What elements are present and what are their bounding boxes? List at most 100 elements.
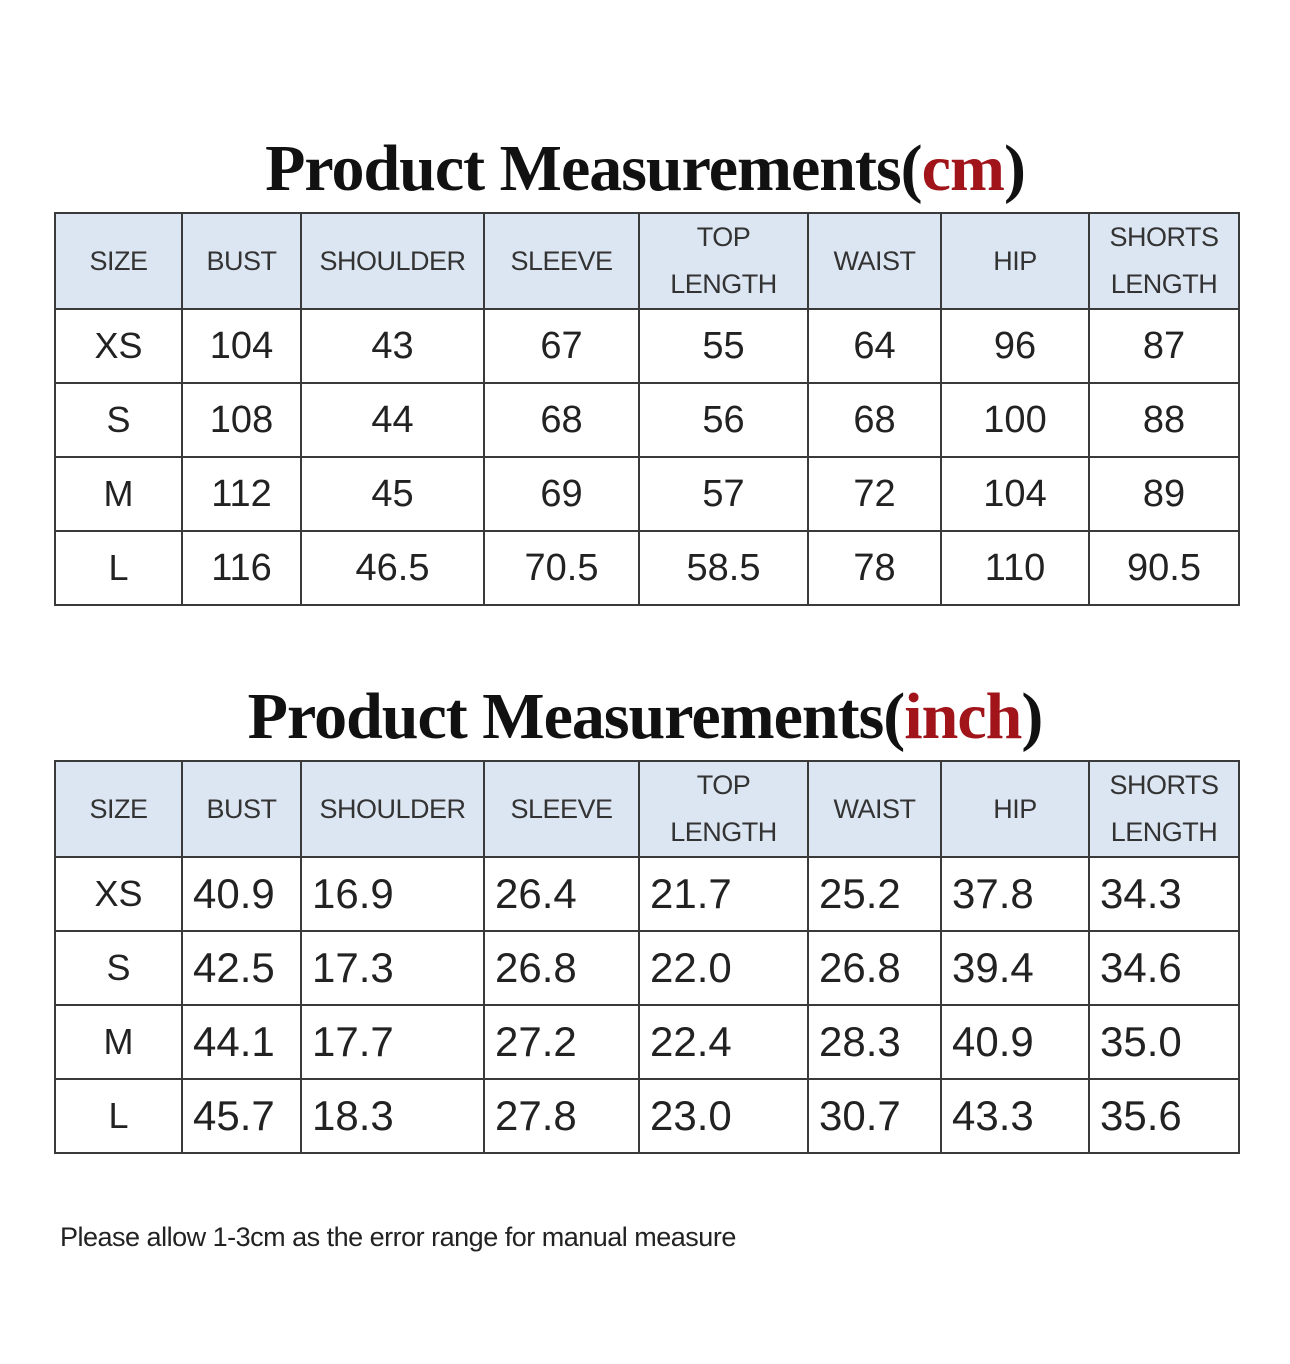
- value-cell: 17.7: [300, 1004, 485, 1080]
- header-cell: HIP: [940, 760, 1090, 858]
- header-cell: SHOULDER: [300, 212, 485, 310]
- header-cell: BUST: [181, 760, 302, 858]
- value-cell: 104: [940, 456, 1090, 532]
- value-cell: 57: [638, 456, 809, 532]
- title-unit: cm: [921, 132, 1005, 205]
- value-cell: 18.3: [300, 1078, 485, 1154]
- value-cell: 28.3: [807, 1004, 942, 1080]
- value-cell: 26.8: [807, 930, 942, 1006]
- value-cell: 68: [483, 382, 640, 458]
- value-cell: 34.6: [1088, 930, 1240, 1006]
- value-cell: 35.0: [1088, 1004, 1240, 1080]
- value-cell: 87: [1088, 308, 1240, 384]
- value-cell: 27.8: [483, 1078, 640, 1154]
- size-cell: S: [54, 382, 183, 458]
- header-cell: SIZE: [54, 212, 183, 310]
- header-cell: SHORTS LENGTH: [1088, 212, 1240, 310]
- data-row: XS 104 43 67 55 64 96 87: [54, 308, 1240, 384]
- value-cell: 37.8: [940, 856, 1090, 932]
- table-body: SIZE BUST SHOULDER SLEEVE TOP LENGTH WAIST HIP…: [54, 212, 1240, 606]
- value-cell: 30.7: [807, 1078, 942, 1154]
- value-cell: 23.0: [638, 1078, 809, 1154]
- header-cell: WAIST: [807, 760, 942, 858]
- value-cell: 108: [181, 382, 302, 458]
- value-cell: 96: [940, 308, 1090, 384]
- header-cell: BUST: [181, 212, 302, 310]
- value-cell: 44.1: [181, 1004, 302, 1080]
- value-cell: 100: [940, 382, 1090, 458]
- value-cell: 104: [181, 308, 302, 384]
- value-cell: 44: [300, 382, 485, 458]
- title-text: Product Measurements(: [247, 680, 906, 753]
- value-cell: 70.5: [483, 530, 640, 606]
- header-cell: HIP: [940, 212, 1090, 310]
- value-cell: 110: [940, 530, 1090, 606]
- header-cell: SHORTS LENGTH: [1088, 760, 1240, 858]
- value-cell: 25.2: [807, 856, 942, 932]
- header-row: SIZE BUST SHOULDER SLEEVE TOP LENGTH WAIST HIP…: [54, 212, 1240, 310]
- header-row: SIZE BUST SHOULDER SLEEVE TOP LENGTH WAIST HIP…: [54, 760, 1240, 858]
- size-cell: M: [54, 1004, 183, 1080]
- header-cell: SLEEVE: [483, 760, 640, 858]
- title: Product Measurements(inch): [0, 684, 1290, 750]
- value-cell: 72: [807, 456, 942, 532]
- value-cell: 34.3: [1088, 856, 1240, 932]
- title-close: ): [1003, 132, 1026, 205]
- value-cell: 69: [483, 456, 640, 532]
- title: Product Measurements(cm): [0, 136, 1290, 202]
- value-cell: 40.9: [181, 856, 302, 932]
- value-cell: 43.3: [940, 1078, 1090, 1154]
- header-cell: SIZE: [54, 760, 183, 858]
- data-row: M 112 45 69 57 72 104 89: [54, 456, 1240, 532]
- table-body: SIZE BUST SHOULDER SLEEVE TOP LENGTH WAIST HIP…: [54, 760, 1240, 1154]
- title-unit: inch: [904, 680, 1022, 753]
- value-cell: 43: [300, 308, 485, 384]
- size-cell: XS: [54, 308, 183, 384]
- value-cell: 64: [807, 308, 942, 384]
- value-cell: 17.3: [300, 930, 485, 1006]
- value-cell: 40.9: [940, 1004, 1090, 1080]
- value-cell: 26.4: [483, 856, 640, 932]
- data-row: L 45.7 18.3 27.8 23.0 30.7 43.3 35.6: [54, 1078, 1240, 1154]
- note: Please allow 1-3cm as the error range fo…: [60, 1222, 736, 1252]
- value-cell: 22.0: [638, 930, 809, 1006]
- value-cell: 56: [638, 382, 809, 458]
- value-cell: 88: [1088, 382, 1240, 458]
- value-cell: 112: [181, 456, 302, 532]
- value-cell: 78: [807, 530, 942, 606]
- value-cell: 46.5: [300, 530, 485, 606]
- size-cell: L: [54, 1078, 183, 1154]
- value-cell: 21.7: [638, 856, 809, 932]
- value-cell: 89: [1088, 456, 1240, 532]
- value-cell: 42.5: [181, 930, 302, 1006]
- data-row: S 42.5 17.3 26.8 22.0 26.8 39.4 34.6: [54, 930, 1240, 1006]
- value-cell: 35.6: [1088, 1078, 1240, 1154]
- value-cell: 90.5: [1088, 530, 1240, 606]
- value-cell: 22.4: [638, 1004, 809, 1080]
- header-cell: WAIST: [807, 212, 942, 310]
- size-table: SIZE BUST SHOULDER SLEEVE TOP LENGTH WAIST HIP…: [54, 760, 1240, 1154]
- size-cell: L: [54, 530, 183, 606]
- data-row: XS 40.9 16.9 26.4 21.7 25.2 37.8 34.3: [54, 856, 1240, 932]
- size-cell: M: [54, 456, 183, 532]
- value-cell: 55: [638, 308, 809, 384]
- value-cell: 68: [807, 382, 942, 458]
- size-cell: S: [54, 930, 183, 1006]
- title-text: Product Measurements(: [265, 132, 923, 205]
- header-cell: TOP LENGTH: [638, 760, 809, 858]
- data-row: M 44.1 17.7 27.2 22.4 28.3 40.9 35.0: [54, 1004, 1240, 1080]
- value-cell: 116: [181, 530, 302, 606]
- value-cell: 26.8: [483, 930, 640, 1006]
- value-cell: 39.4: [940, 930, 1090, 1006]
- data-row: L 116 46.5 70.5 58.5 78 110 90.5: [54, 530, 1240, 606]
- header-cell: SHOULDER: [300, 760, 485, 858]
- value-cell: 58.5: [638, 530, 809, 606]
- value-cell: 67: [483, 308, 640, 384]
- title-close: ): [1021, 680, 1043, 753]
- value-cell: 16.9: [300, 856, 485, 932]
- value-cell: 27.2: [483, 1004, 640, 1080]
- value-cell: 45.7: [181, 1078, 302, 1154]
- header-cell: SLEEVE: [483, 212, 640, 310]
- size-cell: XS: [54, 856, 183, 932]
